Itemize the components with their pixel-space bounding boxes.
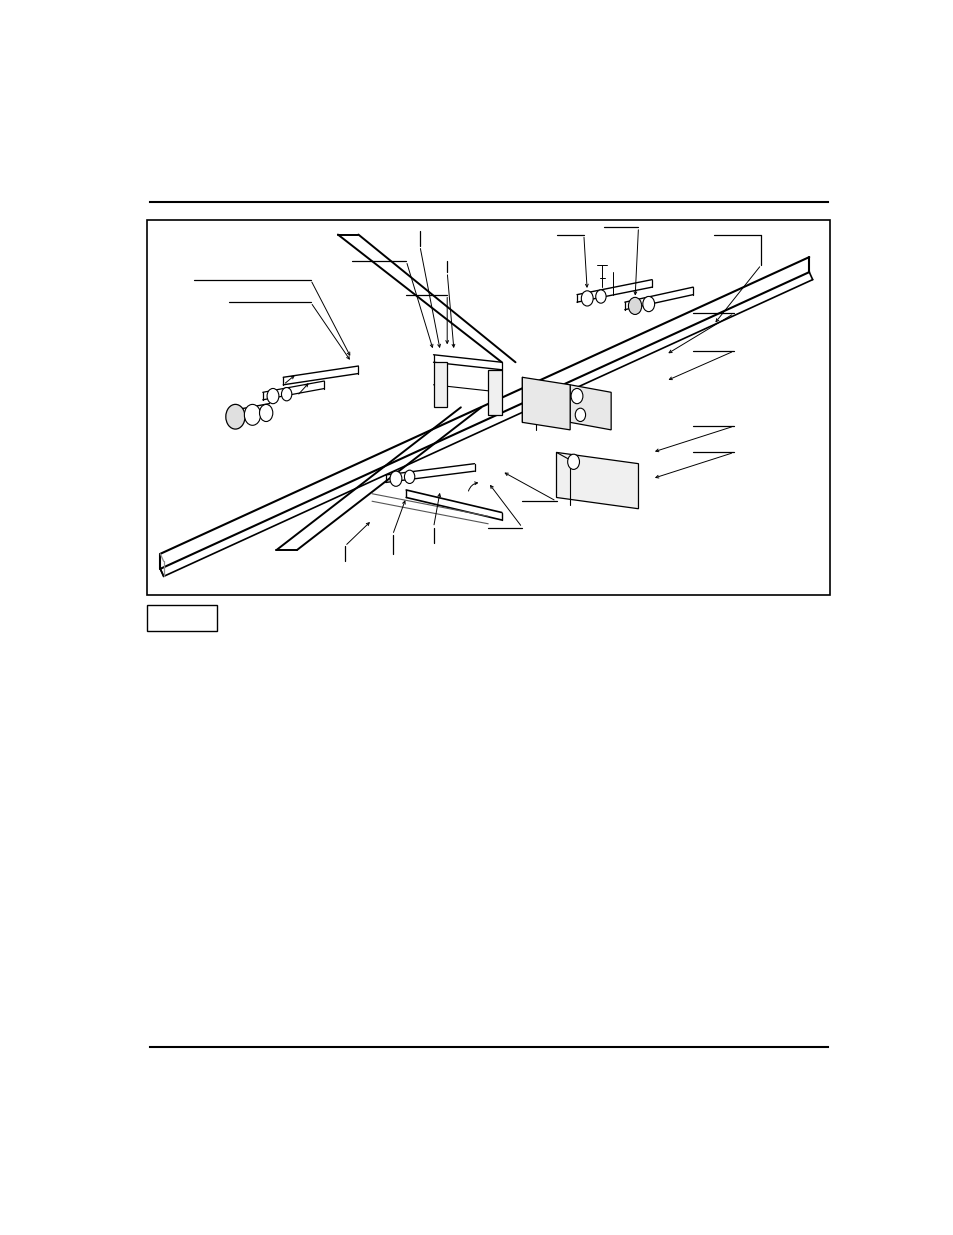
Polygon shape: [522, 377, 570, 430]
Polygon shape: [433, 362, 447, 408]
Polygon shape: [556, 452, 638, 509]
Circle shape: [628, 298, 641, 315]
Circle shape: [281, 388, 292, 401]
Circle shape: [575, 409, 585, 421]
Circle shape: [244, 404, 260, 425]
Bar: [147, 220, 829, 595]
Circle shape: [642, 296, 654, 311]
Bar: [147, 605, 216, 631]
Circle shape: [404, 471, 415, 483]
Circle shape: [567, 454, 578, 469]
Polygon shape: [570, 385, 611, 430]
Polygon shape: [488, 369, 501, 415]
Circle shape: [595, 290, 605, 303]
Circle shape: [580, 290, 593, 306]
Circle shape: [390, 471, 401, 487]
Circle shape: [267, 389, 278, 404]
Circle shape: [571, 389, 582, 404]
Circle shape: [226, 404, 245, 429]
Circle shape: [259, 404, 273, 421]
